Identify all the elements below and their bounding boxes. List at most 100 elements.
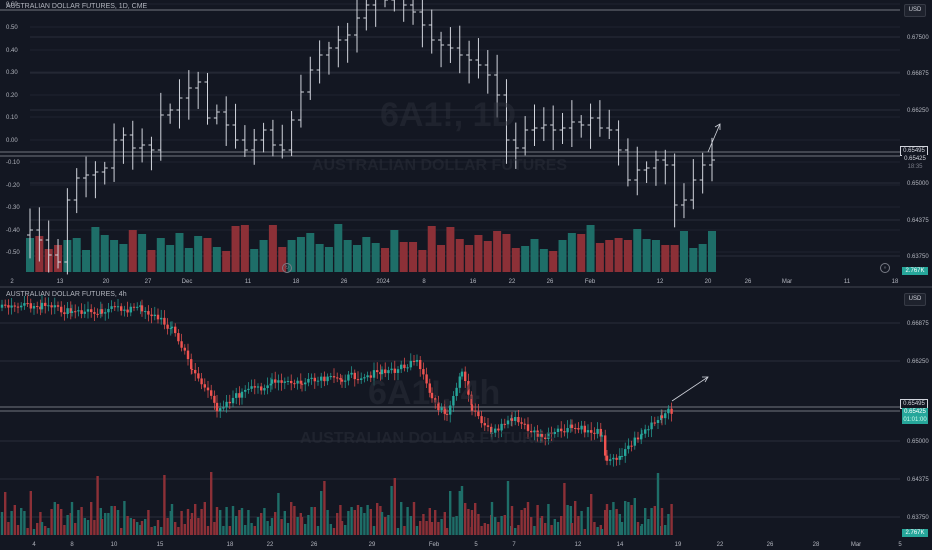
- 4h-volume-bar: [290, 502, 293, 535]
- daily-right-axis-label: 0.63750: [907, 254, 929, 260]
- 4h-volume-bar: [569, 506, 572, 535]
- 4h-right-axis-label: 0.63750: [907, 515, 929, 521]
- 4h-volume-bar: [307, 515, 310, 535]
- 4h-volume-bar: [44, 526, 47, 535]
- 4h-candle-body: [517, 416, 520, 423]
- 4h-volume-bar: [39, 512, 42, 535]
- daily-chart-pane[interactable]: 0.60 0.50 0.40 0.30 0.20 0.10 0.00 -0.10 -0.20 -0…: [0, 0, 932, 286]
- 4h-volume-bar: [70, 502, 74, 535]
- 4h-candle-body: [86, 309, 90, 312]
- daily-volume-bar: [455, 239, 464, 272]
- 4h-volume-bar: [310, 507, 313, 535]
- 4h-volume-bar: [483, 523, 486, 535]
- daily-left-axis-label: 0.40: [6, 48, 18, 54]
- 4h-volume-bar: [60, 509, 63, 535]
- 4h-candle-body: [7, 305, 10, 308]
- 4h-volume-bar: [96, 476, 99, 535]
- 4h-chart-canvas[interactable]: 0.66875 0.66250 0.65000 0.64375 0.63750 4 8 10 1…: [0, 288, 932, 550]
- daily-left-axis-label: -0.40: [6, 228, 20, 234]
- 4h-candle-body: [650, 422, 653, 430]
- daily-volume-bar: [689, 248, 698, 272]
- daily-volume-bar: [679, 231, 688, 272]
- 4h-candle-body: [238, 393, 241, 398]
- 4h-candle-body: [310, 377, 313, 379]
- 4h-candle-body: [326, 376, 329, 382]
- 4h-candle-body: [235, 393, 238, 398]
- 4h-candle-body: [290, 380, 293, 384]
- 4h-currency-button[interactable]: USD: [904, 293, 926, 306]
- 4h-volume-bar: [177, 527, 180, 535]
- 4h-volume-bar: [503, 515, 506, 535]
- 4h-x-axis-label: 10: [111, 542, 118, 548]
- daily-volume-bar: [82, 250, 91, 272]
- 4h-volume-bar: [653, 506, 656, 535]
- 4h-volume-bar: [206, 526, 210, 535]
- 4h-volume-bar: [0, 512, 4, 535]
- 4h-candle-body: [194, 369, 197, 374]
- 4h-watermark-name: AUSTRALIAN DOLLAR FUTURES: [300, 430, 556, 447]
- 4h-volume-bar: [640, 524, 644, 535]
- daily-chart-canvas[interactable]: 0.60 0.50 0.40 0.30 0.20 0.10 0.00 -0.10 -0.20 -0…: [0, 0, 932, 286]
- 4h-candle-body: [520, 422, 523, 424]
- 4h-volume-bar: [379, 506, 382, 535]
- 4h-candle-body: [266, 385, 269, 389]
- 4h-volume-bar: [347, 511, 350, 535]
- 4h-volume-bar: [63, 525, 66, 535]
- 4h-volume-bar: [356, 505, 360, 535]
- 4h-volume-bar: [107, 513, 110, 535]
- 4h-volume-bar: [219, 510, 222, 535]
- 4h-candle-body: [150, 314, 153, 317]
- 4h-candle-body: [510, 418, 514, 421]
- daily-scroll-right-icon[interactable]: »: [880, 263, 890, 273]
- 4h-volume-bar: [244, 525, 247, 535]
- 4h-candle-body: [203, 384, 206, 388]
- 4h-volume-bar: [153, 526, 156, 535]
- daily-x-axis-label: 2024: [376, 279, 390, 285]
- daily-goto-icon[interactable]: ↻: [282, 263, 292, 273]
- 4h-volume-bar: [412, 502, 416, 535]
- 4h-volume-bar: [556, 522, 560, 535]
- daily-volume-bar: [698, 244, 707, 272]
- 4h-candle-body: [644, 429, 647, 434]
- 4h-volume-bar: [344, 525, 347, 535]
- pane-divider[interactable]: [0, 286, 932, 288]
- 4h-volume-bar: [277, 493, 280, 535]
- 4h-volume-bar: [667, 514, 670, 535]
- 4h-candle-body: [500, 423, 503, 431]
- 4h-volume-bar: [400, 502, 403, 535]
- 4h-chart-pane[interactable]: 0.66875 0.66250 0.65000 0.64375 0.63750 4 8 10 1…: [0, 288, 932, 550]
- daily-volume-bar: [577, 234, 586, 272]
- 4h-volume-bar: [186, 509, 190, 535]
- 4h-candle-body: [350, 372, 353, 375]
- 4h-volume-bar: [660, 508, 664, 535]
- 4h-volume-bar: [415, 526, 419, 535]
- 4h-candle-body: [270, 379, 274, 384]
- 4h-volume-bar: [240, 508, 244, 535]
- daily-volume-bar: [315, 244, 324, 272]
- 4h-volume-bar: [90, 502, 93, 535]
- 4h-candle-body: [449, 405, 452, 415]
- 4h-candle-body: [483, 423, 486, 426]
- daily-left-axis-label: 0.30: [6, 70, 18, 76]
- daily-volume-bar: [324, 247, 333, 272]
- 4h-candle-body: [547, 432, 550, 439]
- 4h-candle-body: [163, 317, 166, 325]
- 4h-right-axis-label: 0.65000: [907, 439, 929, 445]
- 4h-volume-bar: [93, 520, 96, 535]
- 4h-candle-body: [300, 383, 304, 385]
- 4h-candle-body: [323, 376, 326, 382]
- 4h-volume-bar: [231, 506, 235, 535]
- daily-x-axis-label: Feb: [585, 279, 596, 285]
- daily-volume-bar: [343, 240, 352, 272]
- 4h-candle-body: [197, 373, 200, 379]
- 4h-volume-bar: [320, 491, 323, 535]
- 4h-candle-body: [369, 375, 372, 378]
- daily-volume-bar: [427, 226, 436, 272]
- 4h-candle-body: [503, 423, 506, 425]
- 4h-volume-bar: [74, 523, 77, 535]
- daily-currency-button[interactable]: USD: [904, 4, 926, 17]
- 4h-volume-bar: [425, 521, 428, 535]
- 4h-volume-bar: [113, 506, 116, 535]
- 4h-right-axis-label: 0.64375: [907, 477, 929, 483]
- daily-volume-bar: [147, 250, 156, 272]
